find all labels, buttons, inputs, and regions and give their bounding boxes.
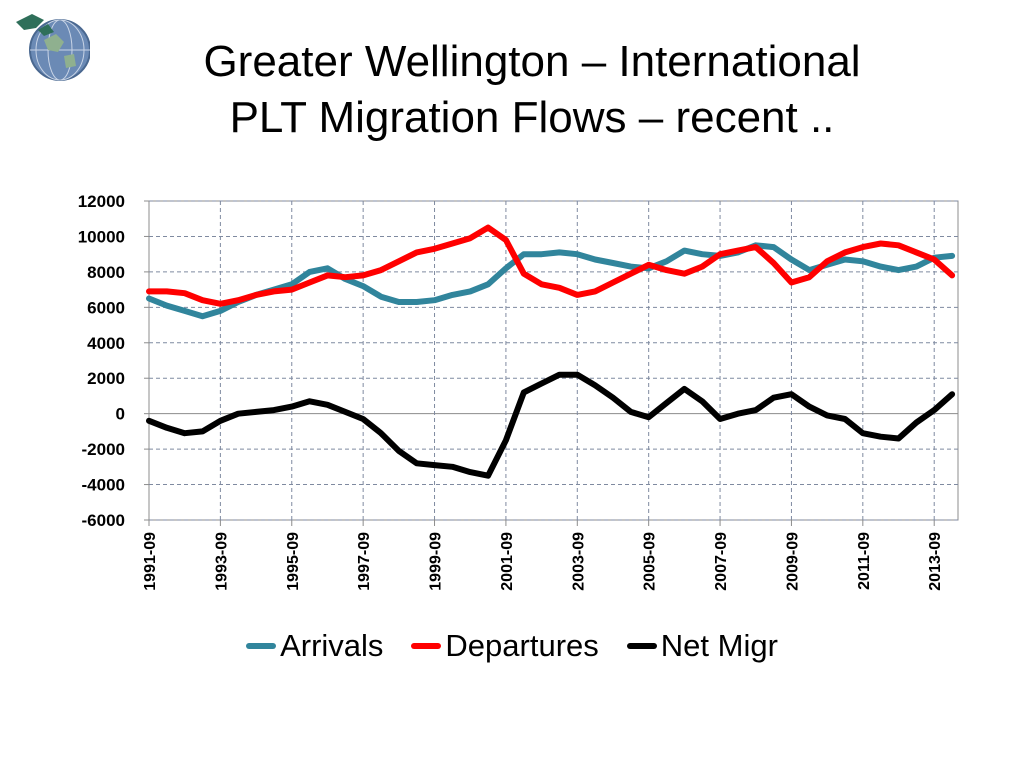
line-chart: 12000 10000 8000 6000 4000 2000 0 -2000 -4000 -60…	[78, 192, 959, 591]
legend-swatch-net-migr	[626, 643, 657, 649]
y-tick-label: 4000	[87, 334, 125, 353]
chart-legend: Arrivals Departures Net Migr	[0, 628, 1024, 664]
series-line-net-migr	[146, 371, 956, 479]
x-tick-label: 1995-09	[285, 532, 302, 591]
legend-swatch-arrivals	[246, 643, 277, 649]
x-tick-label: 1993-09	[213, 532, 230, 591]
x-tick-label: 2005-09	[642, 532, 659, 591]
legend-label-departures: Departures	[445, 628, 599, 663]
y-tick-label: -4000	[82, 476, 125, 495]
y-tick-label: -6000	[82, 511, 125, 530]
y-tick-label: 10000	[78, 227, 125, 246]
legend-label-arrivals: Arrivals	[280, 628, 384, 663]
globe-logo-icon	[16, 14, 90, 81]
y-tick-label: 8000	[87, 263, 125, 282]
x-tick-label: 1997-09	[356, 532, 373, 591]
slide-title-line-2: PLT Migration Flows – recent ..	[229, 93, 835, 142]
plot-area	[148, 200, 959, 521]
legend-item-departures: Departures	[411, 628, 599, 664]
y-tick-label: 12000	[78, 192, 125, 211]
legend-item-net-migr: Net Migr	[626, 628, 778, 664]
series-line-departures	[146, 224, 956, 307]
legend-swatch-departures	[411, 643, 442, 649]
x-tick-label: 2013-09	[927, 532, 944, 591]
y-tick-label: 6000	[87, 298, 125, 317]
x-tick-label: 2001-09	[499, 532, 516, 591]
legend-item-arrivals: Arrivals	[246, 628, 383, 664]
x-tick-label: 1999-09	[428, 532, 445, 591]
x-tick-label: 2007-09	[713, 532, 730, 591]
x-tick-label: 2009-09	[784, 532, 801, 591]
x-tick-label: 2003-09	[570, 532, 587, 591]
y-tick-label: -2000	[82, 440, 125, 459]
y-tick-label: 2000	[87, 369, 125, 388]
slide-title-line-1: Greater Wellington – International	[203, 37, 861, 86]
slide-title: Greater Wellington – International PLT M…	[60, 34, 1004, 146]
x-tick-label: 2011-09	[856, 532, 873, 590]
legend-label-net-migr: Net Migr	[660, 628, 778, 663]
y-tick-label: 0	[116, 405, 125, 424]
x-tick-label: 1991-09	[142, 532, 159, 591]
